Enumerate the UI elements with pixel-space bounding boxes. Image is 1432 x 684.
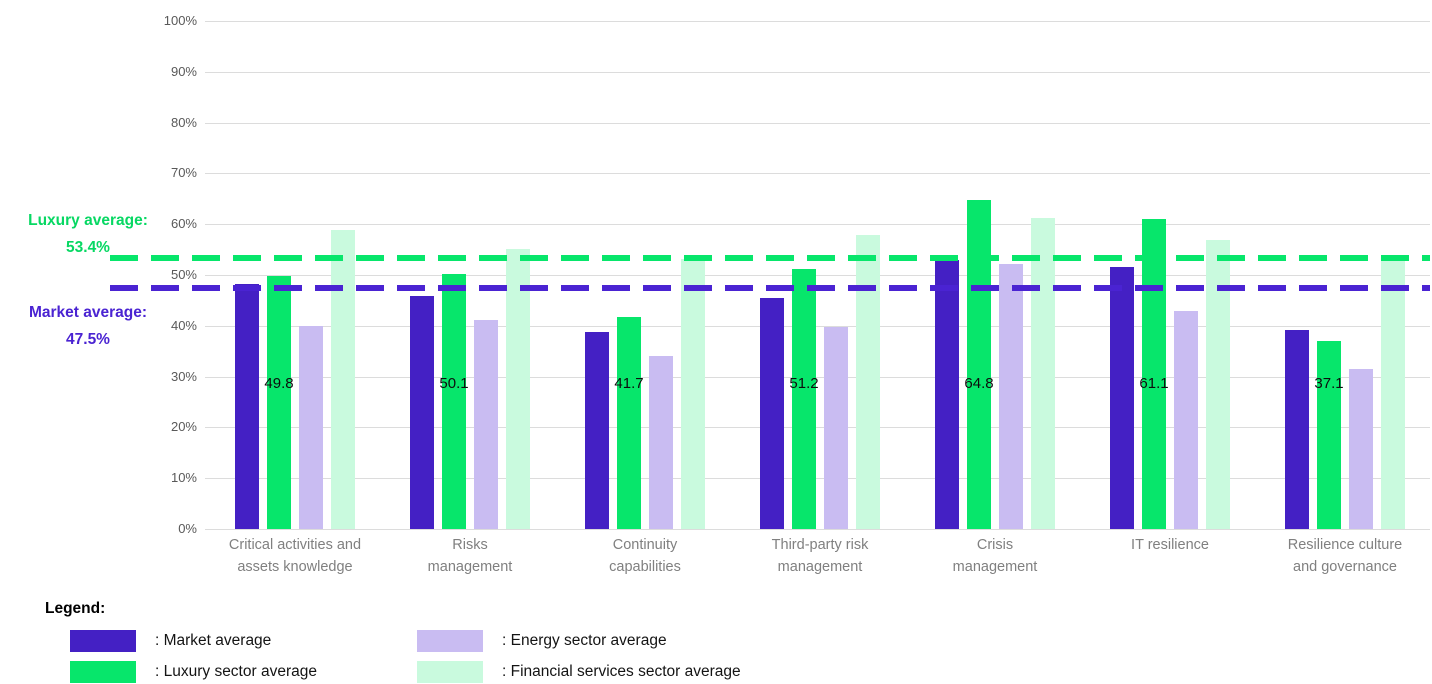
y-axis-tick-label: 20% <box>170 419 197 435</box>
bar-luxury-sector-average <box>967 199 991 529</box>
bar-energy-sector-average <box>474 319 498 529</box>
category-label: Risks management <box>427 537 513 575</box>
y-axis-tick-label: 60% <box>170 216 197 232</box>
bar-value-label: 49.8 <box>264 375 294 392</box>
bar-luxury-sector-average <box>267 276 291 529</box>
legend-swatch-financial-services-sector-average <box>417 661 483 683</box>
y-axis-tick-label: 0% <box>178 521 197 536</box>
annotation-value: 47.5% <box>66 331 110 348</box>
gridline <box>205 21 1430 22</box>
bar-financial-services-sector-average <box>856 235 880 529</box>
bar-energy-sector-average <box>1349 369 1373 529</box>
y-axis-tick-label: 30% <box>170 368 197 384</box>
bar-market-average <box>935 260 959 529</box>
category-label: Third-party risk management <box>771 537 869 575</box>
gridline <box>205 122 1430 124</box>
bar-luxury-sector-average <box>1142 218 1166 529</box>
bar-energy-sector-average <box>1174 310 1198 529</box>
bar-value-label: 61.1 <box>1139 375 1169 392</box>
category-label: Resilience culture and governance <box>1287 537 1403 575</box>
gridline <box>205 224 1430 226</box>
bar-market-average <box>1285 329 1309 529</box>
bar-financial-services-sector-average <box>331 229 355 529</box>
legend-swatch-energy-sector-average <box>417 630 483 652</box>
gridline <box>205 275 1430 276</box>
annotation-luxury-average: Luxury average: 53.4% <box>8 212 168 257</box>
y-axis-tick-label: 40% <box>170 317 197 333</box>
gridline <box>205 529 1430 530</box>
gridline <box>205 376 1430 378</box>
annotation-label: Market average: <box>28 304 148 321</box>
category-label: Continuity capabilities <box>609 537 681 575</box>
bar-financial-services-sector-average <box>1031 217 1055 529</box>
category-label: Critical activities and assets knowledge <box>228 537 362 575</box>
legend-item-label: : Financial services sector average <box>502 663 741 680</box>
bar-energy-sector-average <box>999 264 1023 529</box>
y-axis-tick-label: 100% <box>163 13 197 28</box>
bar-value-label: 50.1 <box>439 375 469 392</box>
category-label: IT resilience <box>1131 537 1209 553</box>
bar-energy-sector-average <box>649 355 673 529</box>
gridline <box>205 173 1430 175</box>
legend-item-label: : Market average <box>155 632 272 649</box>
bar-luxury-sector-average <box>442 274 466 529</box>
y-axis-tick-label: 80% <box>170 114 197 130</box>
y-axis-tick-label: 10% <box>170 470 197 486</box>
legend-item-label: : Luxury sector average <box>155 663 317 680</box>
bar-luxury-sector-average <box>1317 340 1341 529</box>
bar-value-label: 64.8 <box>964 375 994 392</box>
bar-market-average <box>235 283 259 529</box>
y-axis-tick-label: 90% <box>170 63 197 79</box>
gridline <box>205 325 1430 327</box>
bar-market-average <box>1110 267 1134 529</box>
bar-market-average <box>410 295 434 529</box>
reference-line-luxury-average <box>110 254 1430 261</box>
legend-item-label: : Energy sector average <box>502 632 667 649</box>
legend-swatch-market-average <box>70 630 136 652</box>
gridline <box>205 427 1430 429</box>
legend-title: Legend: <box>45 600 106 617</box>
bar-luxury-sector-average <box>617 317 641 529</box>
annotation-label: Luxury average: <box>28 212 148 229</box>
bar-value-label: 37.1 <box>1314 375 1344 392</box>
reference-line-market-average <box>110 284 1430 291</box>
bar-market-average <box>585 332 609 529</box>
gridline <box>205 71 1430 73</box>
bar-energy-sector-average <box>824 327 848 529</box>
annotation-value: 53.4% <box>66 239 110 256</box>
y-axis-tick-label: 50% <box>170 267 197 282</box>
bar-market-average <box>760 298 784 529</box>
bar-financial-services-sector-average <box>681 259 705 529</box>
bar-value-label: 51.2 <box>789 375 819 392</box>
annotation-market-average: Market average: 47.5% <box>8 304 168 349</box>
bar-financial-services-sector-average <box>1381 259 1405 529</box>
bar-value-label: 41.7 <box>614 375 644 392</box>
category-label: Crisis management <box>952 537 1038 575</box>
bar-luxury-sector-average <box>792 268 816 529</box>
y-axis-tick-label: 70% <box>170 165 197 181</box>
bar-energy-sector-average <box>299 325 323 529</box>
legend-swatch-luxury-sector-average <box>70 661 136 683</box>
bar-financial-services-sector-average <box>506 248 530 529</box>
gridline <box>205 478 1430 480</box>
